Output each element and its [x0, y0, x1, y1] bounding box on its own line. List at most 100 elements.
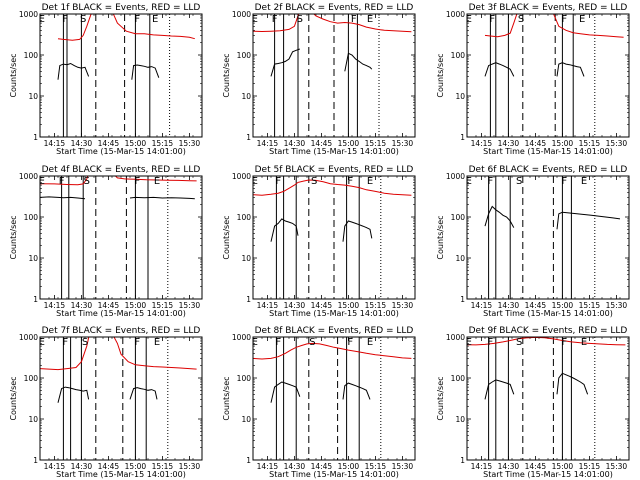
x-tick-label: 15:15 — [152, 462, 174, 471]
y-tick-label: 10 — [28, 92, 38, 101]
region-label: F — [62, 14, 68, 25]
region-label: E — [367, 14, 373, 25]
region-label: S — [518, 14, 524, 25]
x-tick-label: 14:15 — [44, 301, 66, 310]
panel-plot-area — [57, 14, 195, 137]
y-tick-label: 1000 — [446, 333, 465, 342]
x-tick-label: 14:15 — [44, 462, 66, 471]
region-label: E — [39, 14, 45, 25]
y-axis-label: Counts/sec — [9, 53, 18, 97]
x-tick-label: 15:15 — [365, 139, 387, 148]
region-label: F — [347, 337, 353, 348]
region-label: S — [311, 176, 317, 187]
events-series-line — [270, 218, 299, 242]
x-tick-label: 15:30 — [606, 462, 628, 471]
x-tick-label: 14:45 — [311, 301, 333, 310]
region-label: F — [59, 176, 65, 187]
events-series-line — [57, 62, 90, 80]
x-tick-label: 15:00 — [125, 139, 147, 148]
region-label: E — [252, 14, 258, 25]
lld-series-line — [40, 337, 197, 371]
region-label: E — [466, 337, 472, 348]
x-tick-label: 14:30 — [284, 139, 306, 148]
y-axis-label: Counts/sec — [9, 376, 18, 420]
y-tick-label: 10 — [455, 92, 465, 101]
y-tick-label: 100 — [237, 374, 252, 383]
x-tick-label: 15:15 — [579, 462, 601, 471]
x-axis-label: Start Time (15-Mar-15 14:01:00) — [269, 470, 399, 479]
y-tick-label: 100 — [24, 374, 39, 383]
panel-plot-area — [40, 337, 197, 460]
region-label: F — [134, 14, 140, 25]
panel-title: Det 1f BLACK = Events, RED = LLD — [42, 3, 201, 13]
region-label: S — [516, 337, 522, 348]
panel-plot-area — [253, 337, 412, 460]
x-tick-label: 14:15 — [257, 462, 279, 471]
region-label: E — [152, 14, 158, 25]
y-tick-label: 10 — [241, 254, 251, 263]
x-tick-label: 14:15 — [257, 139, 279, 148]
x-tick-label: 14:15 — [471, 139, 493, 148]
region-label: E — [367, 337, 373, 348]
region-label: E — [581, 337, 587, 348]
x-axis-label: Start Time (15-Mar-15 14:01:00) — [56, 309, 186, 318]
x-tick-label: 14:15 — [257, 301, 279, 310]
x-axis-label: Start Time (15-Mar-15 14:01:00) — [56, 147, 186, 156]
x-tick-label: 14:15 — [471, 462, 493, 471]
x-tick-label: 15:30 — [606, 301, 628, 310]
panel-6: Det 6f BLACK = Events, RED = LLD 1 10 100 10… — [436, 165, 630, 318]
y-tick-label: 1 — [246, 456, 251, 465]
x-tick-label: 15:15 — [365, 462, 387, 471]
x-tick-label: 15:30 — [179, 139, 201, 148]
panel-9: Det 9f BLACK = Events, RED = LLD 1 10 100 10… — [436, 326, 630, 479]
x-tick-label: 15:15 — [579, 301, 601, 310]
x-tick-label: 14:45 — [98, 139, 120, 148]
region-label: F — [347, 176, 353, 187]
x-tick-label: 14:30 — [498, 139, 520, 148]
x-tick-label: 14:30 — [71, 139, 93, 148]
x-tick-label: 14:45 — [98, 301, 120, 310]
panel-frame — [252, 175, 416, 300]
y-tick-label: 1 — [33, 295, 38, 304]
panel-frame — [39, 336, 203, 461]
region-label: E — [466, 176, 472, 187]
x-tick-label: 15:15 — [365, 301, 387, 310]
x-tick-label: 15:15 — [579, 139, 601, 148]
y-axis-label: Counts/sec — [222, 215, 231, 259]
x-tick-label: 15:30 — [392, 139, 414, 148]
x-tick-label: 14:15 — [44, 139, 66, 148]
region-label: E — [466, 14, 472, 25]
panel-plot-area — [467, 337, 626, 460]
region-label: E — [252, 176, 258, 187]
x-tick-label: 14:30 — [284, 301, 306, 310]
x-tick-label: 15:00 — [125, 462, 147, 471]
panel-title: Det 9f BLACK = Events, RED = LLD — [469, 326, 628, 336]
panel-plot-area — [40, 176, 197, 299]
y-tick-label: 100 — [451, 374, 466, 383]
region-label: F — [561, 337, 567, 348]
events-series-line — [270, 381, 301, 403]
y-tick-label: 1000 — [446, 172, 465, 181]
panel-1: Det 1f BLACK = Events, RED = LLD 1 10 100 10… — [9, 3, 203, 156]
x-tick-label: 15:00 — [552, 462, 574, 471]
y-tick-label: 1 — [246, 295, 251, 304]
panel-title: Det 3f BLACK = Events, RED = LLD — [469, 3, 628, 13]
region-label: F — [488, 337, 494, 348]
x-tick-label: 15:30 — [179, 462, 201, 471]
x-tick-label: 14:45 — [98, 462, 120, 471]
y-axis-label: Counts/sec — [222, 376, 231, 420]
x-tick-label: 15:00 — [552, 139, 574, 148]
panel-frame — [252, 336, 416, 461]
lld-series-line — [57, 14, 195, 41]
panel-8: Det 8f BLACK = Events, RED = LLD 1 10 100 10… — [222, 326, 416, 479]
events-series-line — [40, 196, 86, 200]
x-axis-label: Start Time (15-Mar-15 14:01:00) — [483, 470, 613, 479]
y-axis-label: Counts/sec — [9, 215, 18, 259]
region-label: F — [488, 176, 494, 187]
region-label: S — [516, 176, 522, 187]
x-tick-label: 14:30 — [498, 462, 520, 471]
x-tick-label: 15:30 — [606, 139, 628, 148]
x-tick-label: 15:30 — [392, 462, 414, 471]
region-label: E — [39, 337, 45, 348]
region-label: F — [275, 337, 281, 348]
